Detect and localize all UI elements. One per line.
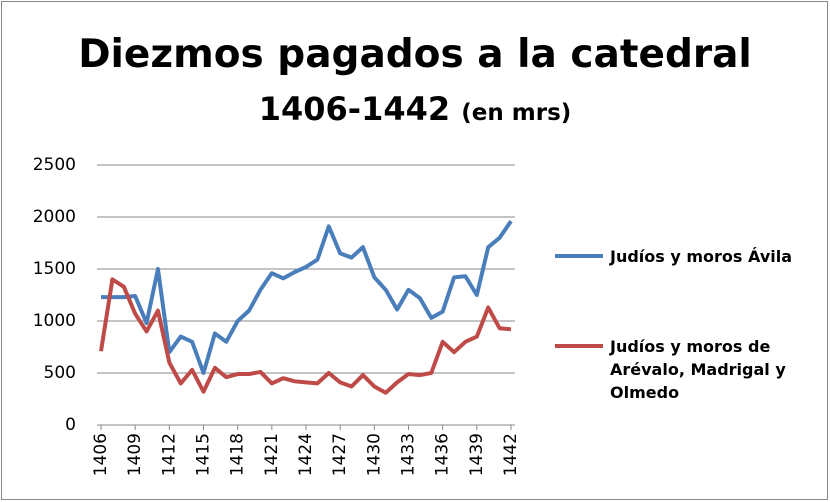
x-tick-label: 1439 bbox=[467, 433, 487, 476]
chart-subtitle: 1406-1442 bbox=[258, 90, 451, 128]
y-tick-label: 2500 bbox=[33, 155, 76, 175]
x-tick-label: 1433 bbox=[399, 433, 419, 476]
chart-subtitle-line: 1406-1442 (en mrs) bbox=[0, 90, 830, 128]
x-tick-label: 1415 bbox=[194, 433, 214, 476]
y-tick-label: 1000 bbox=[33, 311, 76, 331]
legend-label: Judíos y moros Ávila bbox=[610, 247, 793, 266]
chart-subtitle-note: (en mrs) bbox=[461, 100, 572, 126]
y-tick-label: 2000 bbox=[33, 207, 76, 227]
line-series bbox=[99, 277, 512, 395]
x-tick-label: 1436 bbox=[433, 433, 453, 476]
x-tick-label: 1409 bbox=[125, 433, 145, 476]
chart-title: Diezmos pagados a la catedral bbox=[78, 32, 752, 77]
x-tick-label: 1418 bbox=[228, 433, 248, 476]
y-tick-label: 0 bbox=[65, 415, 76, 435]
x-tick-label: 1421 bbox=[262, 433, 282, 476]
x-tick-label: 1442 bbox=[501, 433, 521, 476]
y-tick-label: 1500 bbox=[33, 259, 76, 279]
legend-label: Judíos y moros de Arévalo, Madrigal y Ol… bbox=[610, 337, 786, 402]
line-series bbox=[101, 220, 513, 375]
y-tick-label: 500 bbox=[44, 363, 76, 383]
x-tick-label: 1406 bbox=[91, 433, 111, 476]
x-tick-label: 1430 bbox=[364, 433, 384, 476]
x-tick-label: 1412 bbox=[159, 433, 179, 476]
x-tick-label: 1427 bbox=[330, 433, 350, 476]
x-tick-label: 1424 bbox=[296, 433, 316, 476]
